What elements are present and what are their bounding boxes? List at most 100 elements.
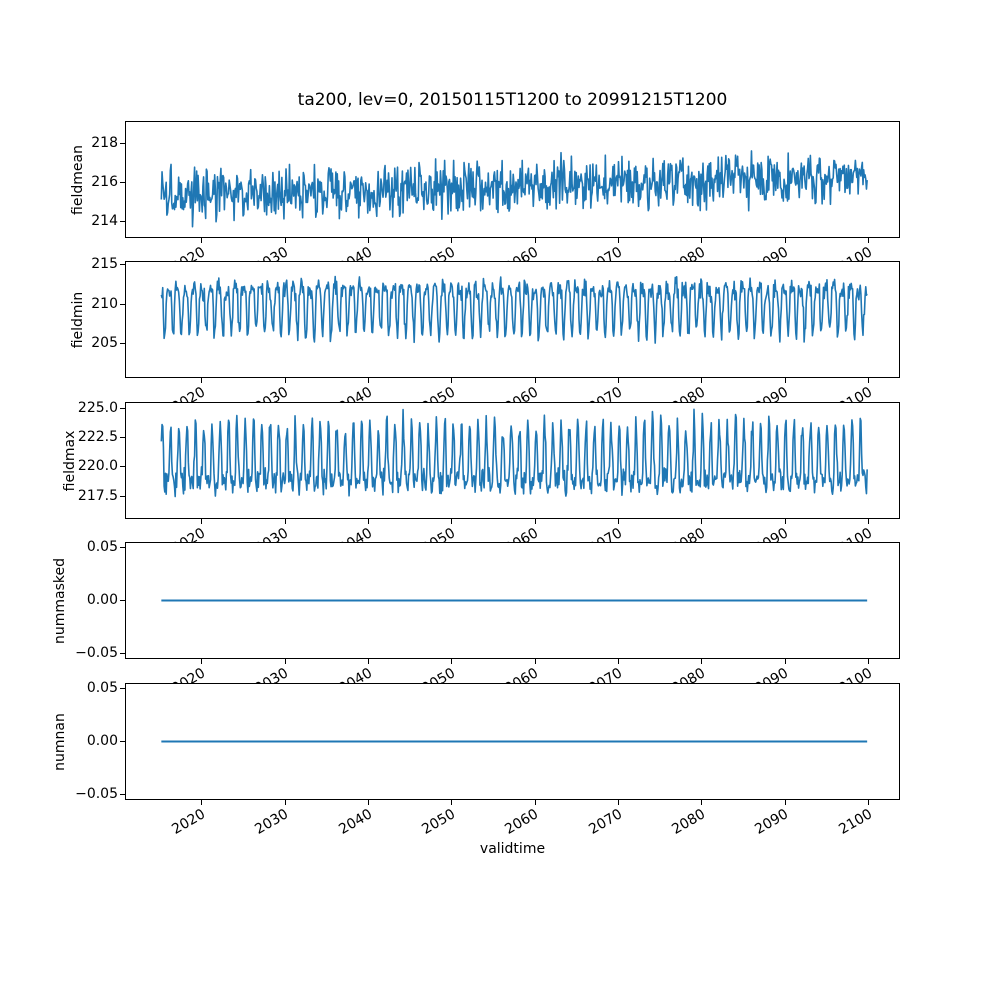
x-tick-mark: [784, 238, 786, 243]
y-tick-mark: [120, 264, 125, 266]
x-tick-mark: [201, 238, 203, 243]
y-tick-mark: [120, 303, 125, 305]
x-tick-mark: [201, 378, 203, 383]
y-tick-label: 225.0: [77, 399, 118, 416]
y-tick-label: −0.05: [75, 645, 118, 662]
x-tick-mark: [867, 238, 869, 243]
x-tick-label: 2020: [169, 806, 209, 838]
x-tick-mark: [701, 800, 703, 805]
x-tick-mark: [617, 519, 619, 524]
x-tick-mark: [784, 519, 786, 524]
x-tick-label: 2050: [419, 806, 459, 838]
x-tick-mark: [534, 378, 536, 383]
x-tick-mark: [451, 519, 453, 524]
y-tick-mark: [120, 653, 125, 655]
x-tick-mark: [451, 659, 453, 664]
x-tick-mark: [784, 378, 786, 383]
x-tick-mark: [701, 519, 703, 524]
axes-box-fieldmean: [125, 121, 900, 238]
y-tick-mark: [120, 741, 125, 742]
x-tick-mark: [367, 238, 369, 243]
y-tick-label: 215: [91, 256, 118, 273]
x-tick-mark: [201, 800, 203, 805]
ylabel-fieldmax: fieldmax: [62, 430, 78, 491]
x-tick-mark: [534, 800, 536, 805]
y-tick-mark: [120, 220, 125, 222]
y-tick-label: 0.05: [86, 679, 118, 696]
x-tick-label: 2060: [502, 806, 542, 838]
x-tick-mark: [201, 519, 203, 524]
x-tick-label: 2040: [336, 806, 375, 838]
x-tick-mark: [701, 378, 703, 383]
x-tick-mark: [534, 238, 536, 243]
x-tick-mark: [784, 800, 786, 805]
x-tick-mark: [367, 659, 369, 664]
y-tick-label: 0.00: [86, 733, 118, 749]
x-tick-mark: [867, 519, 869, 524]
x-tick-label: 2030: [252, 806, 292, 838]
x-tick-mark: [617, 800, 619, 805]
y-tick-label: 0.05: [86, 538, 118, 555]
y-tick-mark: [120, 495, 125, 497]
y-tick-label: 0.00: [86, 592, 118, 608]
x-tick-mark: [367, 519, 369, 524]
x-tick-mark: [701, 238, 703, 243]
fieldmin-plot: [160, 275, 868, 344]
y-tick-mark: [120, 181, 125, 183]
y-tick-label: 218: [91, 134, 118, 151]
y-tick-label: 222.5: [77, 429, 118, 446]
x-tick-mark: [534, 659, 536, 664]
ylabel-nummasked: nummasked: [52, 557, 68, 644]
x-tick-mark: [617, 238, 619, 243]
y-tick-mark: [120, 437, 125, 439]
x-tick-mark: [284, 238, 286, 243]
ylabel-fieldmean: fieldmean: [70, 144, 86, 215]
figure-title: ta200, lev=0, 20150115T1200 to 20991215T…: [297, 90, 728, 110]
axes-box-fieldmax: [125, 402, 900, 519]
x-tick-mark: [867, 378, 869, 383]
x-tick-mark: [201, 659, 203, 664]
y-tick-label: 214: [91, 212, 118, 229]
x-tick-label: 2100: [836, 806, 875, 838]
x-tick-mark: [701, 659, 703, 664]
x-tick-mark: [451, 800, 453, 805]
y-tick-label: −0.05: [75, 786, 118, 803]
x-tick-mark: [284, 659, 286, 664]
x-tick-label: 2090: [752, 806, 792, 838]
subplot-fieldmean: fieldmean 218 216 214 2020 2030 2040 2050 2060 2…: [70, 121, 900, 276]
x-tick-mark: [784, 659, 786, 664]
nummasked-plot: [161, 599, 868, 602]
x-tick-mark: [867, 800, 869, 805]
y-tick-label: 210: [91, 295, 118, 312]
subplot-nummasked: nummasked 0.05 0.00 −0.05 2020 2030 2040 2050 2…: [52, 539, 900, 697]
x-tick-label: 2080: [669, 806, 709, 838]
x-tick-mark: [451, 238, 453, 243]
x-tick-mark: [451, 378, 453, 383]
y-tick-mark: [120, 600, 125, 601]
x-tick-mark: [617, 378, 619, 383]
ylabel-fieldmin: fieldmin: [70, 291, 86, 348]
x-tick-mark: [284, 800, 286, 805]
ylabel-numnan: numnan: [52, 712, 68, 771]
y-tick-label: 220.0: [77, 458, 118, 475]
axes-box-nummasked: [125, 542, 900, 659]
x-tick-mark: [367, 378, 369, 383]
y-tick-mark: [120, 342, 125, 344]
numnan-plot: [161, 740, 868, 743]
y-tick-mark: [120, 142, 125, 144]
y-tick-mark: [120, 687, 125, 689]
x-tick-mark: [867, 659, 869, 664]
x-tick-mark: [534, 519, 536, 524]
subplot-fieldmax: fieldmax 225.0 222.5 220.0 217.5 2020 2030 204…: [62, 400, 900, 557]
fieldmax-plot: [160, 408, 868, 498]
y-tick-mark: [120, 546, 125, 548]
subplot-fieldmin: fieldmin 215 210 205 2020 2030 2040 2050 2060 20…: [70, 257, 900, 416]
x-tick-mark: [617, 659, 619, 664]
x-tick-label: 2070: [586, 806, 625, 838]
subplot-numnan: numnan 0.05 0.00 −0.05 2020 2030 2040 2050 2060…: [52, 680, 900, 838]
fieldmean-line: [160, 150, 868, 228]
axes-box-fieldmin: [125, 261, 900, 378]
y-tick-label: 217.5: [77, 487, 118, 504]
fieldmax-line: [160, 408, 868, 498]
